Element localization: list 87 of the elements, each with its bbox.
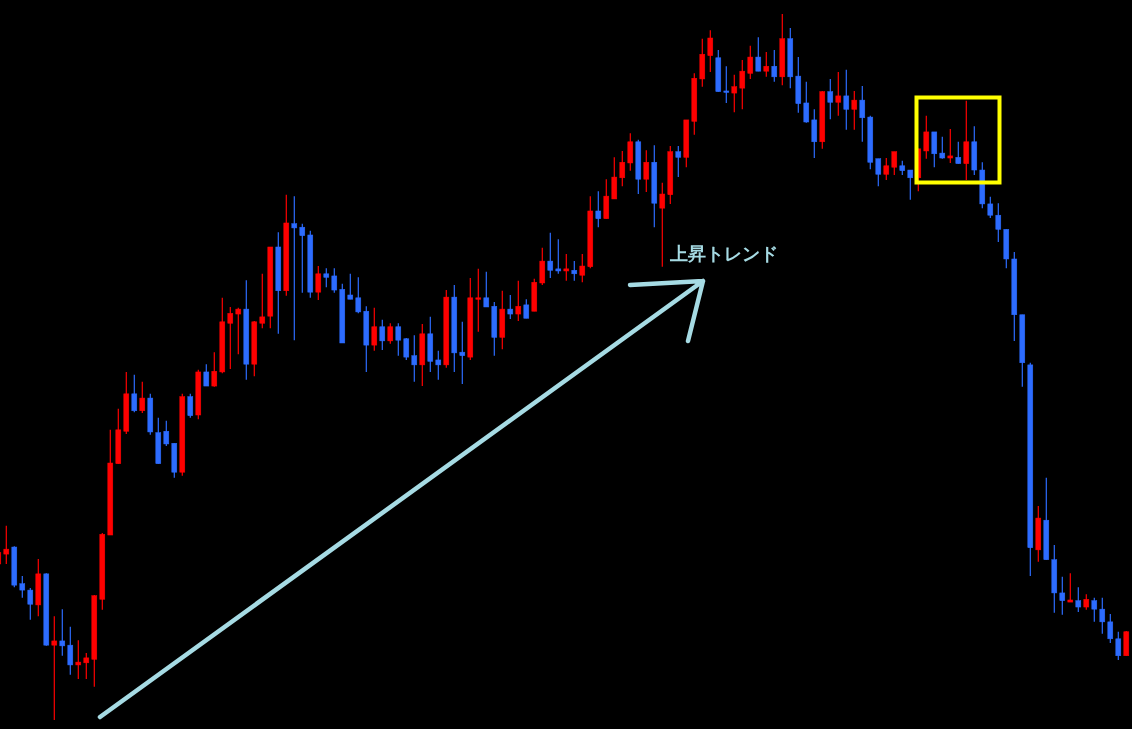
candlestick: [299, 223, 306, 294]
candlestick: [211, 351, 218, 388]
candlestick: [803, 81, 810, 124]
candlestick: [875, 158, 882, 187]
candlestick: [1099, 597, 1106, 635]
candlestick: [723, 65, 730, 104]
candlestick: [1091, 597, 1098, 623]
candlestick: [859, 85, 866, 143]
candlestick: [731, 74, 738, 113]
candlestick: [139, 381, 146, 414]
candlestick: [555, 238, 562, 275]
candlestick: [755, 36, 762, 72]
candlestick: [659, 182, 666, 268]
candlestick: [771, 49, 778, 83]
candlestick: [547, 232, 554, 279]
candlestick: [907, 169, 914, 201]
candlestick: [923, 115, 930, 160]
candlestick: [515, 280, 522, 322]
candlestick: [355, 276, 362, 314]
candlestick: [619, 150, 626, 187]
candlestick: [563, 253, 570, 282]
candlestick: [291, 195, 298, 341]
candlestick: [763, 51, 770, 78]
candlestick: [611, 156, 618, 200]
candlestick: [987, 196, 994, 219]
candlestick: [955, 141, 962, 165]
candlestick: [891, 151, 898, 176]
candlestick: [411, 334, 418, 383]
candlestick: [315, 265, 322, 301]
candlestick: [59, 608, 66, 657]
candlestick: [747, 45, 754, 80]
candlestick: [931, 131, 938, 168]
candlestick: [1107, 613, 1114, 644]
candlestick: [1123, 630, 1130, 657]
candlestick: [811, 108, 818, 159]
candlestick: [1067, 572, 1074, 603]
candlestick: [27, 587, 34, 621]
candlestick: [51, 615, 58, 721]
candlestick: [523, 298, 530, 319]
candlestick: [947, 128, 954, 164]
candlestick: [131, 374, 138, 413]
candlestick: [163, 420, 170, 447]
candlestick: [843, 69, 850, 131]
candlestick: [379, 319, 386, 351]
candlestick: [835, 71, 842, 117]
candlestick: [595, 190, 602, 228]
candlestick: [883, 157, 890, 181]
candlestick: [187, 393, 194, 419]
candlestick: [963, 100, 970, 181]
candlestick: [851, 90, 858, 131]
candlestick: [83, 652, 90, 680]
candlestick: [235, 307, 242, 355]
candlestick: [387, 322, 394, 345]
candlestick: [475, 268, 482, 333]
candlestick: [603, 178, 610, 220]
candlestick: [331, 267, 338, 294]
candlestick: [707, 29, 714, 73]
candlestick: [75, 639, 82, 680]
candlestick: [459, 321, 466, 385]
candlestick: [643, 149, 650, 193]
candlestick: [627, 132, 634, 172]
annotation: 上昇トレンド: [669, 243, 778, 264]
candlestick: [67, 626, 74, 676]
candlestick: [227, 306, 234, 370]
candlestick: [347, 273, 354, 300]
candlestick: [395, 322, 402, 357]
candlestick: [675, 145, 682, 178]
candlestick: [3, 525, 10, 565]
candlestick: [1059, 576, 1066, 616]
candlestick: [403, 337, 410, 361]
candlestick: [483, 271, 490, 308]
candlestick: [1075, 586, 1082, 613]
candlestick: [739, 59, 746, 110]
candlestick: [827, 78, 834, 120]
candlestick: [507, 294, 514, 320]
candlestick: [995, 202, 1002, 243]
candlestick: [939, 136, 946, 160]
candlestick: [371, 307, 378, 352]
candlestick: [571, 260, 578, 282]
candlestick: [203, 363, 210, 387]
candlestick: [19, 575, 26, 599]
candlestick: [539, 247, 546, 286]
candlestick: [259, 273, 266, 329]
candlestick: [323, 267, 330, 288]
candlestick: [579, 253, 586, 283]
candlestick: [435, 350, 442, 381]
candlestick: [1115, 631, 1122, 661]
